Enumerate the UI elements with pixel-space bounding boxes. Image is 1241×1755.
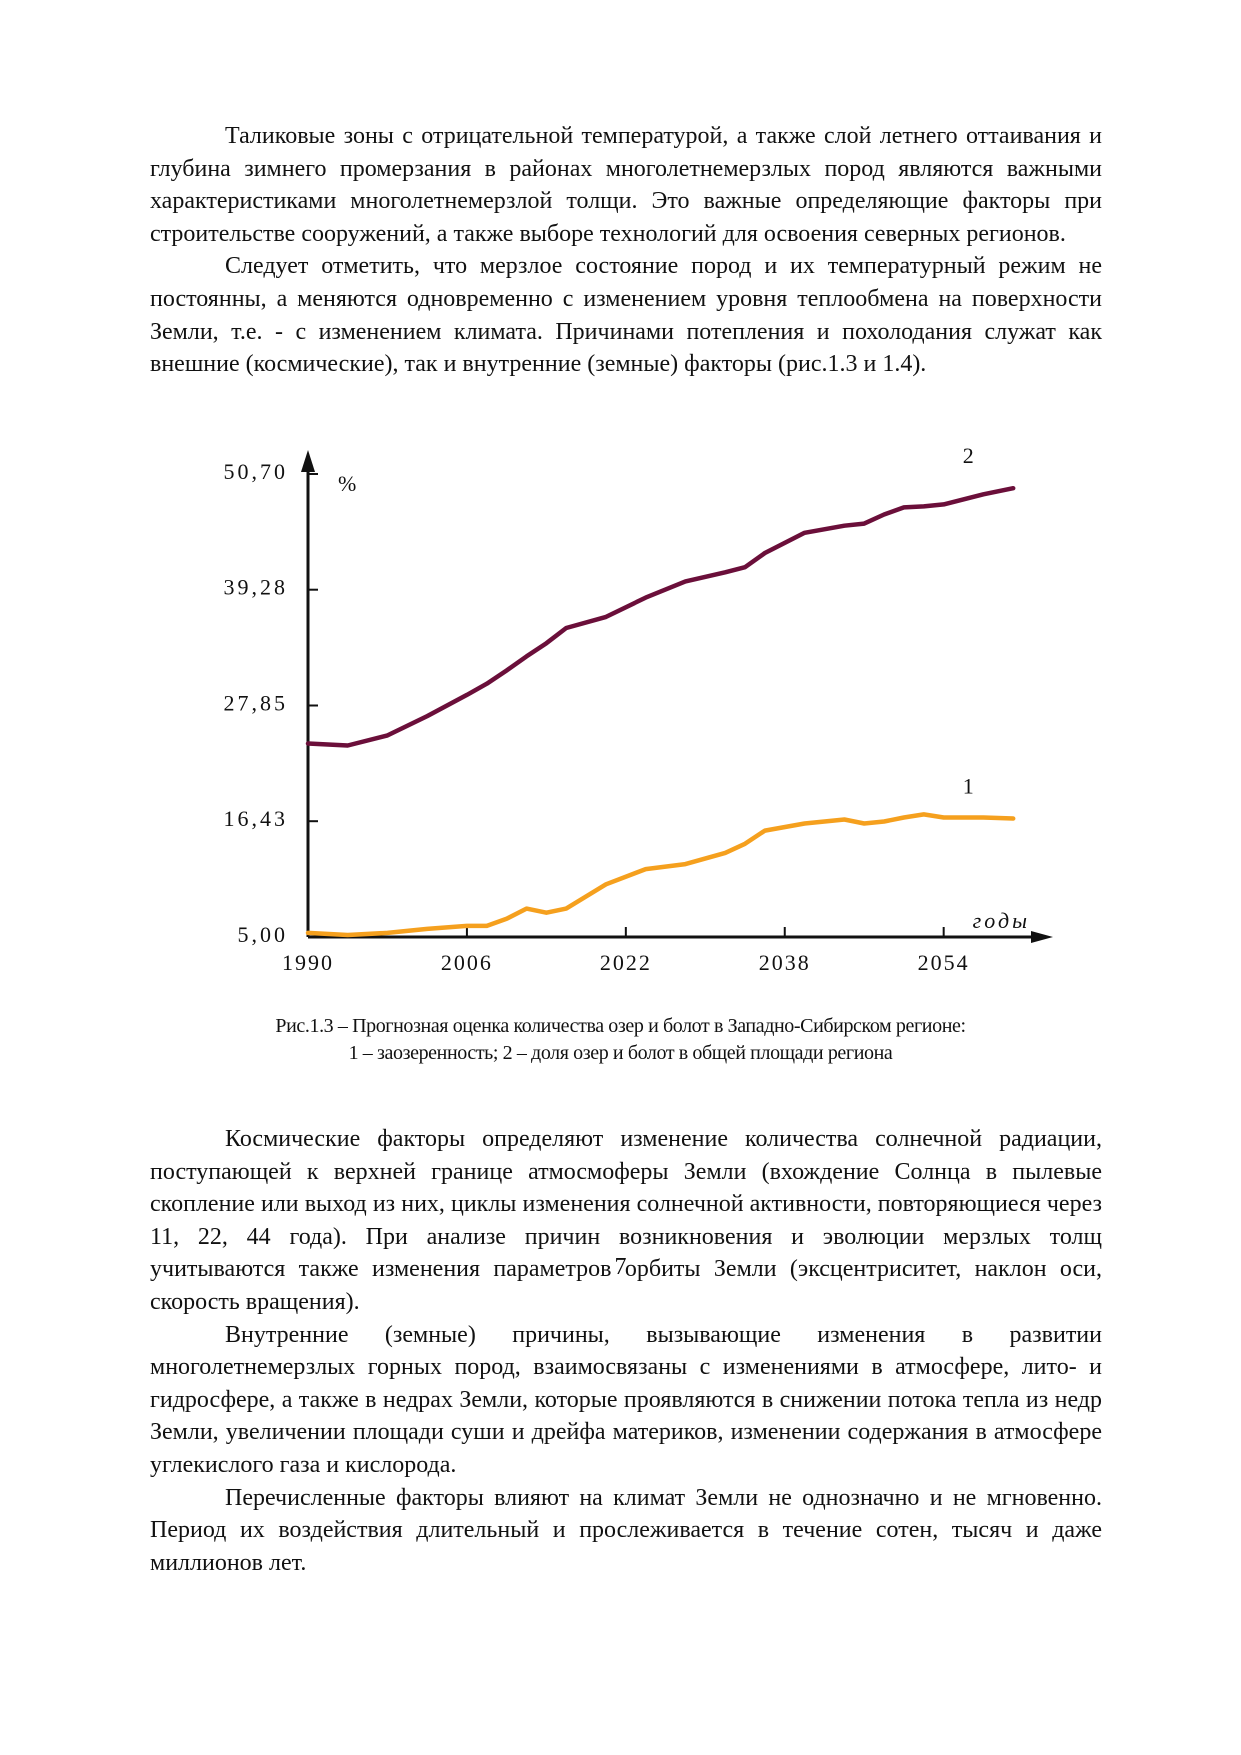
x-tick-label: 2038: [759, 950, 811, 975]
y-tick-label: 39,28: [224, 575, 289, 600]
page-number: 7: [614, 1254, 627, 1280]
y-axis-arrow: [301, 450, 315, 472]
series-line: [305, 812, 1016, 938]
x-tick-label: 2022: [600, 950, 652, 975]
x-tick-label: 2054: [918, 950, 970, 975]
paragraph: Внутренние (земные) причины, вызывающие …: [150, 1321, 1102, 1478]
paragraph: Перечисленные факторы влияют на климат З…: [150, 1484, 1102, 1576]
series-line: [305, 485, 1016, 748]
text-block: Космические факторы определяют изменение…: [150, 1123, 1102, 1579]
y-tick-label: 50,70: [224, 459, 289, 484]
series-label: 1: [963, 774, 974, 799]
caption-line: Рис.1.3 – Прогнозная оценка количества о…: [275, 1015, 966, 1037]
paragraph: Таликовые зоны с отрицательной температу…: [150, 123, 1102, 247]
y-tick-label: 5,00: [238, 922, 289, 947]
y-tick-label: 27,85: [224, 691, 289, 716]
x-tick-label: 1990: [282, 950, 334, 975]
caption-line: 1 – заозеренность; 2 – доля озер и болот…: [348, 1042, 893, 1064]
paragraph: Космические факторы определяют изменение…: [150, 1126, 1102, 1315]
x-axis-arrow: [1031, 931, 1053, 943]
paragraph: Следует отметить, что мерзлое состояние …: [150, 253, 1102, 378]
series-label: 2: [963, 443, 974, 468]
x-tick-label: 2006: [441, 950, 493, 975]
chart: % годы 5,00 16,43 27,85 39,28 50,70 1990 2006 2…: [224, 443, 1053, 975]
y-axis-label: %: [338, 471, 356, 496]
y-tick-label: 16,43: [224, 806, 289, 831]
x-axis-label: годы: [973, 908, 1030, 933]
text-block: Таликовые зоны с отрицательной температу…: [150, 120, 1102, 381]
